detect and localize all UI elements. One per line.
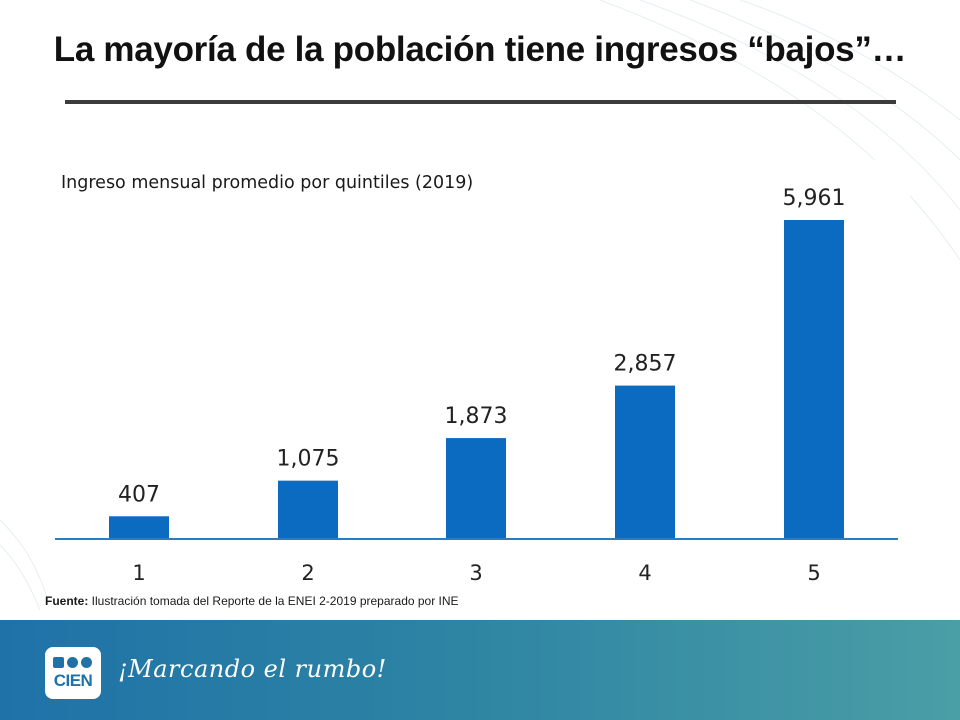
- footer-slogan: ¡Marcando el rumbo!: [118, 655, 387, 683]
- source-note: Fuente: Ilustración tomada del Reporte d…: [45, 594, 459, 608]
- data-label-5: 5,961: [783, 186, 846, 211]
- footer-band: [0, 620, 960, 720]
- x-tick-label-2: 2: [301, 561, 314, 585]
- data-label-3: 1,873: [445, 404, 508, 429]
- slide-title: La mayoría de la población tiene ingreso…: [53, 30, 907, 69]
- bar-1: [109, 516, 169, 538]
- cien-logo: CIEN: [45, 647, 101, 699]
- bar-chart: 407 1 1,075 2 1,873 3 2,857 4 5,961 5: [55, 186, 898, 585]
- x-tick-label-4: 4: [638, 561, 651, 585]
- source-text: Ilustración tomada del Reporte de la ENE…: [88, 594, 459, 608]
- bar-2: [278, 480, 338, 538]
- bar-5: [784, 220, 844, 538]
- bar-4: [615, 385, 675, 538]
- bar-3: [446, 438, 506, 538]
- x-tick-label-1: 1: [132, 561, 145, 585]
- chart-title: Ingreso mensual promedio por quintiles (…: [61, 173, 474, 193]
- data-label-1: 407: [118, 482, 160, 507]
- title-divider: [65, 100, 896, 104]
- x-tick-label-5: 5: [807, 561, 820, 585]
- logo-text: CIEN: [53, 671, 93, 690]
- data-label-2: 1,075: [277, 447, 340, 472]
- x-tick-label-3: 3: [469, 561, 482, 585]
- logo-mark-icon: [53, 657, 92, 668]
- data-label-4: 2,857: [614, 352, 677, 377]
- source-label: Fuente:: [45, 594, 89, 608]
